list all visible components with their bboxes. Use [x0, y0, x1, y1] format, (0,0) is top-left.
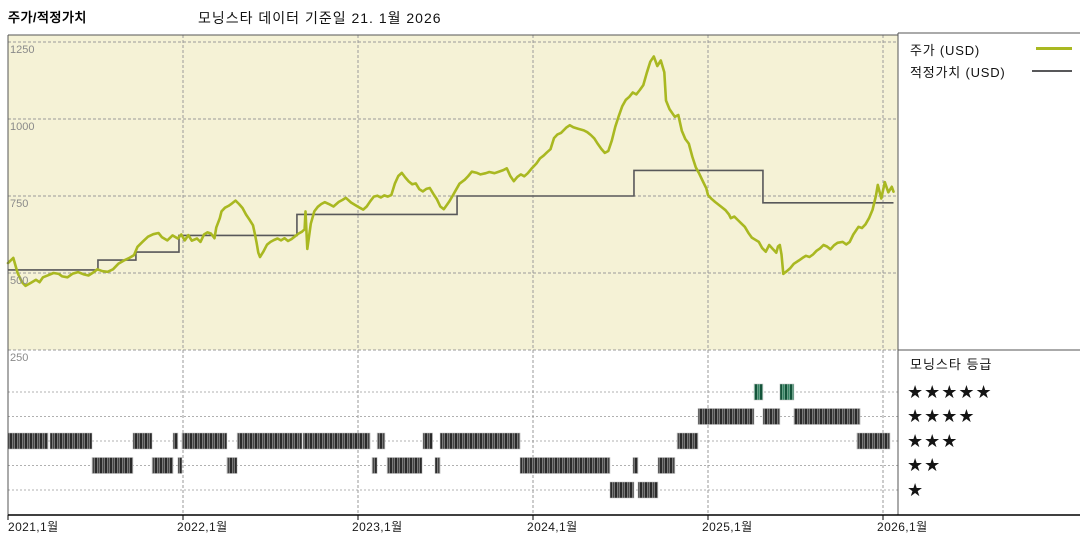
- rating-bar-3-star: [676, 432, 699, 450]
- rating-row-4-stars: ★★★★: [907, 406, 976, 426]
- rating-bar-2-star: [371, 457, 378, 474]
- fair-value-legend-label: 적정가치 (USD): [910, 65, 1006, 80]
- y-tick-label: 500: [10, 275, 29, 287]
- rating-bar-4-star: [697, 408, 755, 425]
- rating-bar-2-star: [226, 457, 238, 474]
- x-tick-label: 2021,1월: [8, 520, 59, 534]
- rating-bar-4-star: [793, 408, 861, 425]
- rating-bar-3-star: [236, 432, 303, 450]
- x-tick-label: 2026,1월: [877, 520, 928, 534]
- rating-bar-2-star: [657, 457, 676, 474]
- rating-bar-2-star: [386, 457, 423, 474]
- rating-bar-2-star: [91, 457, 134, 474]
- rating-bar-5-star: [753, 383, 764, 401]
- y-tick-label: 750: [10, 198, 29, 210]
- rating-bar-3-star: [376, 432, 386, 450]
- y-tick-label: 1250: [10, 44, 35, 56]
- rating-bar-3-star: [422, 432, 433, 450]
- page-title: 주가/적정가치: [8, 10, 87, 25]
- rating-bar-3-star: [132, 432, 153, 450]
- rating-bar-2-star: [519, 457, 611, 474]
- rating-bar-3-star: [856, 432, 891, 450]
- rating-row-1-star: ★: [907, 480, 925, 500]
- rating-bar-3-star: [439, 432, 521, 450]
- y-tick-label: 250: [10, 352, 29, 364]
- rating-bar-5-star: [779, 383, 795, 401]
- x-tick-label: 2022,1월: [177, 520, 228, 534]
- as-of-date: 모닝스타 데이터 기준일 21. 1월 2026: [198, 10, 442, 26]
- rating-bar-2-star: [177, 457, 183, 474]
- price-line-swatch: [1036, 47, 1072, 50]
- rating-bar-3-star: [7, 432, 49, 450]
- rating-bar-3-star: [49, 432, 93, 450]
- rating-bar-3-star: [172, 432, 179, 450]
- price-line: [6, 55, 895, 288]
- rating-bar-2-star: [434, 457, 441, 474]
- rating-legend-title: 모닝스타 등급: [910, 357, 993, 372]
- price-legend-row: 주가 (USD): [910, 40, 1078, 58]
- y-tick-label: 1000: [10, 121, 35, 133]
- rating-bar-3-star: [181, 432, 228, 450]
- rating-bar-2-star: [632, 457, 639, 474]
- rating-row-5-stars: ★★★★★: [907, 382, 993, 402]
- rating-bar-4-star: [762, 408, 781, 425]
- rating-bar-1-star: [637, 481, 659, 499]
- fair-value-line-swatch: [1032, 70, 1072, 72]
- x-tick-label: 2024,1월: [527, 520, 578, 534]
- x-tick-label: 2025,1월: [702, 520, 753, 534]
- rating-bar-1-star: [609, 481, 635, 499]
- rating-bar-3-star: [302, 432, 371, 450]
- price-legend-label: 주가 (USD): [910, 43, 981, 58]
- rating-row-2-stars: ★★: [907, 455, 942, 475]
- x-tick-label: 2023,1월: [352, 520, 403, 534]
- rating-row-3-stars: ★★★: [907, 431, 959, 451]
- fair-value-legend-row: 적정가치 (USD): [910, 62, 1078, 80]
- rating-bar-2-star: [151, 457, 174, 474]
